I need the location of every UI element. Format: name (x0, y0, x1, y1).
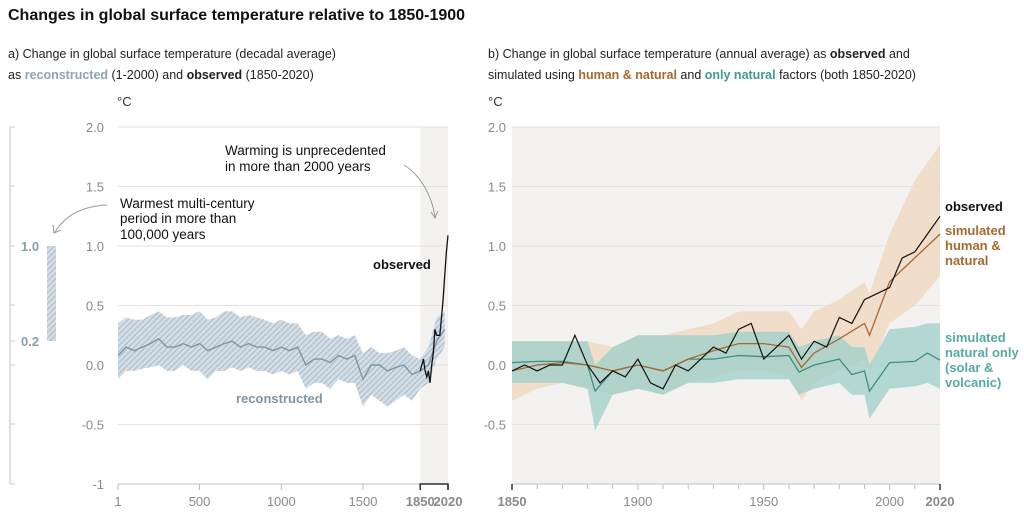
x-tick-label: 1900 (623, 494, 652, 509)
scale-bar: 1.0 0.2 (9, 126, 56, 485)
warmest-period-range-bar (47, 246, 56, 341)
reconstructed-uncertainty-band (118, 311, 445, 407)
annotation-warmest: Warmest multi-century period in more tha… (120, 196, 258, 242)
x-tick-label: 2020 (434, 494, 463, 509)
arrowhead-icon (52, 224, 62, 234)
x-tick-label: 500 (189, 494, 211, 509)
panel-a-subtitle-line2: as reconstructed (1-2000) and observed (… (8, 68, 314, 82)
arrow-warmest (54, 204, 108, 233)
arrowhead-icon (430, 210, 439, 220)
y-tick-label: 2.0 (488, 120, 506, 135)
y-tick-label: -0.5 (484, 418, 506, 433)
y-tick-label: 0.0 (86, 358, 104, 373)
panel-b-unit: °C (488, 94, 503, 109)
label-observed-a: observed (373, 257, 431, 272)
y-tick-label: 1.0 (488, 239, 506, 254)
y-tick-label: 1.5 (86, 180, 104, 195)
panel-b-subtitle-line2: simulated using human & natural and only… (488, 68, 916, 82)
y-tick-label: 1.0 (86, 239, 104, 254)
observed-line-a (419, 235, 449, 383)
label-simulated-natural-only: simulated natural only (solar & volcanic… (945, 330, 1022, 390)
x-tick-label: 2020 (926, 494, 955, 509)
panel-a-chart: 2.01.51.00.50.0-0.5-11 500 1000 1500 1850202… (82, 120, 463, 509)
x-tick-label: 1500 (349, 494, 378, 509)
reconstructed-line (117, 328, 446, 381)
y-tick-label: 2.0 (86, 120, 104, 135)
x-tick-label: 1850 (406, 494, 435, 509)
x-tick-label: 1 (114, 494, 121, 509)
y-tick-label: 1.5 (488, 180, 506, 195)
natural-only-line (511, 352, 941, 393)
panel-a-subtitle-line1: a) Change in global surface temperature … (8, 47, 336, 61)
panel-b-subtitle-line1: b) Change in global surface temperature … (488, 47, 910, 61)
label-reconstructed: reconstructed (236, 391, 323, 406)
human-natural-band (512, 144, 940, 401)
x-tick-label: 1950 (749, 494, 778, 509)
x-tick-label: 1000 (267, 494, 296, 509)
natural-only-band (512, 323, 940, 431)
x-tick-label: 1850 (498, 494, 527, 509)
label-observed-b: observed (945, 199, 1003, 214)
recent-period-bracket (419, 483, 449, 490)
x-tick-label: 2000 (875, 494, 904, 509)
observed-line-b (511, 215, 941, 390)
arrow-unprecedented (403, 164, 436, 218)
label-simulated-human-natural: simulated human & natural (945, 223, 1009, 268)
panel-a-unit: °C (117, 94, 132, 109)
y-tick-label: -0.5 (82, 418, 104, 433)
annotation-unprecedented: Warming is unprecedented in more than 20… (225, 143, 390, 174)
y-tick-label: 0.5 (86, 299, 104, 314)
y-tick-label: -1 (92, 477, 104, 492)
panel-b-chart: 2.0 1.5 1.0 0.5 0.0 -0.5 1850 1900 1950 2000 2020 (484, 120, 955, 509)
y-tick-label: 0.0 (488, 358, 506, 373)
y-tick-label: 0.5 (488, 299, 506, 314)
human-natural-line (511, 233, 941, 372)
scale-upper-label: 1.0 (21, 239, 39, 254)
figure-title: Changes in global surface temperature re… (8, 7, 465, 24)
scale-lower-label: 0.2 (21, 334, 39, 349)
